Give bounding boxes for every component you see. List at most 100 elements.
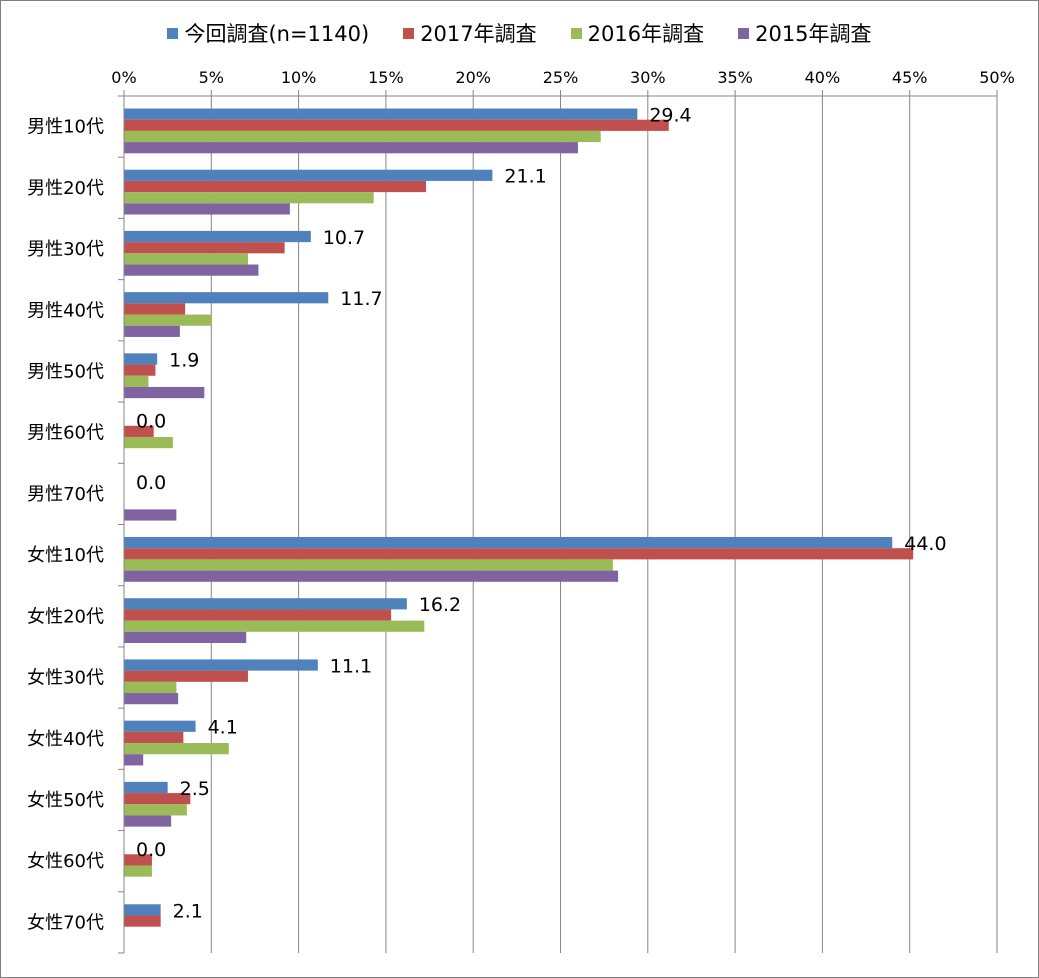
x-tick-label: 10%: [281, 68, 317, 87]
category-label: 女性40代: [27, 729, 104, 750]
category-label: 男性30代: [27, 239, 104, 260]
bar: [124, 754, 144, 766]
bar: [124, 509, 177, 521]
bar: [124, 264, 259, 276]
category-label: 男性50代: [27, 361, 104, 382]
bar: [124, 915, 161, 927]
data-label: 0.0: [136, 472, 166, 494]
bar: [124, 598, 407, 610]
data-label: 10.7: [323, 227, 365, 249]
bar: [124, 781, 168, 794]
bar: [124, 253, 248, 265]
category-label: 女性30代: [27, 668, 104, 689]
bar: [124, 169, 493, 181]
bar: [124, 180, 427, 193]
data-label: 44.0: [904, 533, 946, 555]
x-tick-label: 0%: [111, 68, 136, 87]
category-label: 男性20代: [27, 178, 104, 199]
bar: [124, 537, 893, 549]
bar: [124, 386, 205, 399]
category-label: 男性70代: [27, 484, 104, 505]
legend-label-2015: 2015年調査: [755, 22, 872, 46]
x-tick-label: 15%: [368, 68, 404, 87]
category-label: 女性10代: [27, 545, 104, 566]
category-label: 女性20代: [27, 606, 104, 627]
bar: [124, 865, 152, 877]
data-label: 16.2: [419, 594, 461, 616]
bar: [124, 325, 180, 337]
category-label: 女性70代: [27, 912, 104, 933]
x-tick-label: 45%: [892, 68, 928, 87]
bar: [124, 353, 158, 365]
category-label: 男性40代: [27, 300, 104, 321]
legend-item-2016: 2016年調査: [570, 18, 705, 48]
legend-label-2017: 2017年調査: [420, 22, 537, 46]
bar: [124, 242, 285, 254]
bar: [124, 609, 392, 621]
bar: [124, 375, 149, 387]
data-label: 0.0: [136, 411, 166, 433]
bar: [124, 793, 191, 805]
bar: [124, 203, 290, 215]
x-tick-label: 40%: [805, 68, 841, 87]
bar: [124, 620, 425, 632]
legend-swatch-current: [167, 27, 179, 39]
bar: [124, 119, 669, 131]
category-label: 女性50代: [27, 790, 104, 811]
bar: [124, 720, 196, 732]
bar: [124, 108, 638, 120]
bar: [124, 130, 601, 143]
bar: [124, 364, 156, 376]
x-tick-label: 30%: [630, 68, 666, 87]
bar: [124, 804, 187, 816]
legend-item-current: 今回調査(n=1140): [167, 18, 369, 48]
category-label: 男性60代: [27, 423, 104, 444]
data-label: 11.7: [340, 288, 382, 310]
category-label: 男性10代: [27, 117, 104, 138]
bar: [124, 142, 578, 154]
legend-item-2017: 2017年調査: [403, 18, 537, 48]
bar: [124, 681, 177, 694]
legend-swatch-2015: [738, 27, 750, 39]
bar: [124, 570, 619, 582]
bar: [124, 292, 329, 304]
data-label: 4.1: [208, 717, 238, 739]
legend-label-2016: 2016年調査: [587, 22, 705, 46]
x-tick-label: 25%: [543, 68, 579, 87]
data-label: 2.1: [173, 900, 203, 922]
legend-label-current: 今回調査(n=1140): [184, 22, 370, 46]
bar: [124, 192, 374, 204]
bar: [124, 670, 248, 682]
data-label: 0.0: [136, 839, 166, 861]
bar: [124, 854, 152, 866]
bar: [124, 904, 161, 916]
legend-item-2015: 2015年調査: [738, 18, 872, 48]
bar: [124, 548, 914, 560]
bar: [124, 314, 212, 326]
bar: [124, 631, 247, 644]
data-label: 1.9: [169, 349, 199, 371]
bar: [124, 436, 173, 449]
legend: 今回調査(n=1140) 2017年調査 2016年調査 2015年調査: [0, 18, 1039, 48]
legend-swatch-2016: [570, 27, 582, 39]
bar: [124, 731, 184, 744]
x-tick-label: 20%: [455, 68, 491, 87]
category-label: 女性60代: [27, 851, 104, 872]
data-label: 2.5: [180, 778, 210, 800]
legend-swatch-2017: [403, 27, 415, 39]
data-label: 11.1: [330, 655, 372, 677]
bar: [124, 743, 229, 755]
bar: [124, 815, 172, 827]
bar: [124, 559, 613, 571]
x-tick-label: 5%: [199, 68, 224, 87]
bar: [124, 303, 186, 315]
data-label: 29.4: [649, 105, 691, 127]
bar: [124, 659, 318, 671]
bar: [124, 230, 311, 243]
data-label: 21.1: [504, 166, 546, 188]
x-tick-label: 35%: [717, 68, 753, 87]
x-tick-label: 50%: [979, 68, 1015, 87]
bar: [124, 425, 154, 437]
bar: [124, 693, 179, 705]
